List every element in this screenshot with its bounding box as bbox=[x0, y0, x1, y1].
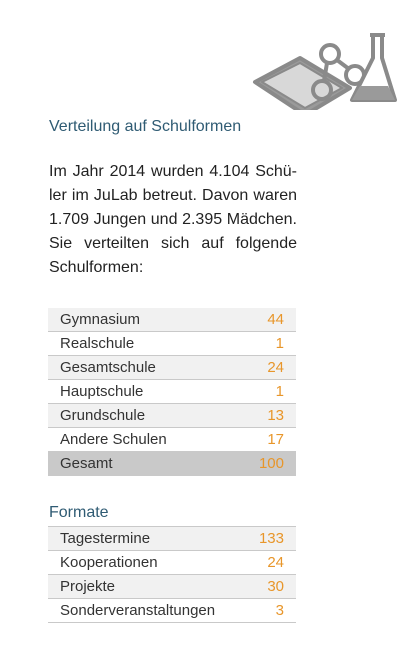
row-label: Grundschule bbox=[60, 407, 146, 424]
table-row: Grundschule 13 bbox=[48, 404, 296, 428]
paragraph-line: 1.709 Jungen und 2.395 Mädchen. bbox=[49, 211, 297, 228]
row-value: 24 bbox=[267, 554, 284, 571]
table-row: Realschule 1 bbox=[48, 332, 296, 356]
lab-icon bbox=[253, 33, 397, 110]
row-value: 44 bbox=[267, 311, 284, 328]
table-row: Gesamtschule 24 bbox=[48, 356, 296, 380]
row-label: Tagestermine bbox=[60, 530, 151, 547]
row-value: 133 bbox=[258, 530, 284, 547]
row-label: Gesamtschule bbox=[60, 359, 156, 376]
molecule bbox=[319, 43, 341, 65]
row-value: 17 bbox=[267, 431, 284, 448]
row-label: Gymnasium bbox=[60, 311, 141, 328]
table-row: Kooperationen 24 bbox=[48, 551, 296, 575]
paragraph-line: ler im JuLab betreut. Davon waren bbox=[49, 187, 297, 204]
paragraph-line: Sie verteilten sich auf folgende bbox=[49, 235, 297, 252]
row-label: Andere Schulen bbox=[60, 431, 167, 448]
row-label: Hauptschule bbox=[60, 383, 144, 400]
school-table: Gymnasium 44 Realschule 1 Gesamtschule 24 Haup… bbox=[48, 308, 296, 476]
row-label: Gesamt bbox=[60, 455, 113, 472]
formate-heading: Formate bbox=[49, 504, 109, 521]
row-label: Projekte bbox=[60, 578, 116, 595]
row-value: 1 bbox=[275, 383, 284, 400]
table-row: Hauptschule 1 bbox=[48, 380, 296, 404]
row-value: 30 bbox=[267, 578, 284, 595]
row-value: 100 bbox=[258, 455, 284, 472]
row-label: Realschule bbox=[60, 335, 135, 352]
table-row: Andere Schulen 17 bbox=[48, 428, 296, 452]
row-value: 13 bbox=[267, 407, 284, 424]
format-table: Tagestermine 133 Kooperationen 24 Projekte 30… bbox=[48, 526, 296, 623]
paragraph-line: Im Jahr 2014 wurden 4.104 Schü- bbox=[49, 163, 297, 180]
paragraph-line: Schulformen: bbox=[49, 259, 144, 276]
row-value: 3 bbox=[275, 602, 284, 619]
table-row: Sonderveranstaltungen 3 bbox=[48, 599, 296, 623]
table-row: Gesamt 100 bbox=[48, 452, 296, 476]
table-row: Tagestermine 133 bbox=[48, 527, 296, 551]
heading: Verteilung auf Schulformen bbox=[49, 118, 242, 135]
row-value: 1 bbox=[275, 335, 284, 352]
paragraph: Im Jahr 2014 wurden 4.104 Schü-ler im Ju… bbox=[49, 160, 297, 280]
row-value: 24 bbox=[267, 359, 284, 376]
row-label: Sonderveranstaltungen bbox=[60, 602, 216, 619]
row-label: Kooperationen bbox=[60, 554, 158, 571]
table-row: Gymnasium 44 bbox=[48, 308, 296, 332]
table-row: Projekte 30 bbox=[48, 575, 296, 599]
